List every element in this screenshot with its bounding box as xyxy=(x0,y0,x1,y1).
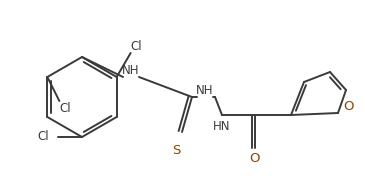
Text: S: S xyxy=(172,145,180,157)
Text: NH: NH xyxy=(122,64,140,77)
Text: O: O xyxy=(250,152,260,164)
Text: Cl: Cl xyxy=(59,101,71,115)
Text: HN: HN xyxy=(213,121,231,133)
Text: O: O xyxy=(344,101,354,114)
Text: NH: NH xyxy=(196,84,213,97)
Text: Cl: Cl xyxy=(37,130,49,143)
Text: Cl: Cl xyxy=(131,40,142,53)
